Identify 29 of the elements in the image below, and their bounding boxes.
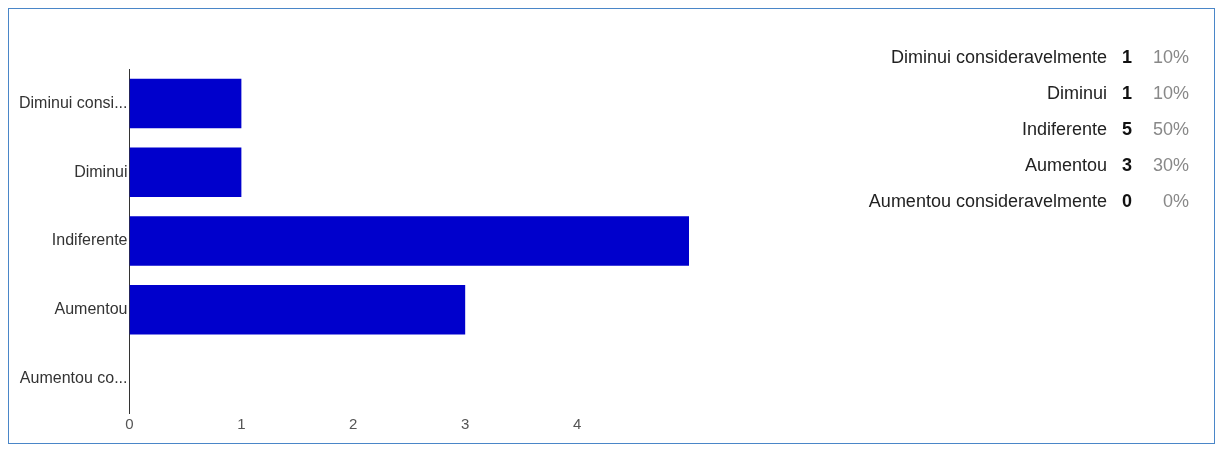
y-tick-label: Aumentou: [54, 300, 128, 318]
x-tick-label: 0: [125, 415, 134, 433]
x-tick-label: 2: [349, 415, 358, 433]
y-tick-label: Diminui: [74, 162, 128, 180]
text: 30%: [1151, 154, 1189, 176]
x-tick-label: 4: [572, 415, 582, 433]
y-tick-label: Indiferente: [51, 231, 128, 249]
text: 50%: [1151, 118, 1189, 140]
bar: [129, 147, 242, 197]
text: Indiferente: [1020, 118, 1107, 140]
text: Diminui consideravelmente: [889, 46, 1107, 68]
bar: [129, 78, 242, 129]
text: 3: [1121, 154, 1133, 176]
bar: [129, 285, 466, 335]
bar: [129, 216, 689, 266]
y-tick-label: Aumentou co...: [19, 369, 128, 387]
x-tick-label: 1: [237, 415, 246, 433]
text: 10%: [1151, 82, 1189, 104]
x-tick-label: 3: [461, 415, 470, 433]
text: 0: [1121, 190, 1133, 212]
text: Aumentou: [1023, 154, 1107, 176]
text: 1: [1121, 82, 1133, 104]
text: 1: [1121, 46, 1133, 68]
text: Diminui: [1046, 82, 1107, 104]
text: 10%: [1151, 46, 1189, 68]
text: 0%: [1162, 190, 1189, 212]
text: 5: [1121, 118, 1133, 140]
text: Aumentou consideravelmente: [867, 190, 1107, 212]
y-tick-label: Diminui consi...: [18, 93, 128, 111]
